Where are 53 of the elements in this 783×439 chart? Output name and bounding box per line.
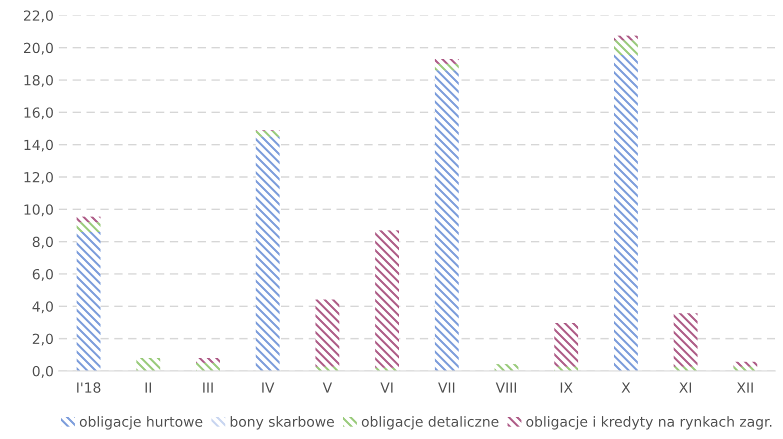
- legend-label: bony skarbowe: [230, 416, 334, 430]
- bar: [434, 64, 459, 70]
- y-tick-label: 10,0: [24, 204, 53, 216]
- bar: [76, 222, 101, 232]
- y-tick-label: 14,0: [24, 140, 53, 152]
- bar: [614, 40, 638, 55]
- bar: [494, 364, 518, 371]
- bar: [733, 362, 758, 367]
- x-tick-label: VII: [438, 382, 454, 393]
- bar: [76, 216, 101, 222]
- bar: [674, 313, 698, 367]
- x-tick-label: II: [146, 382, 152, 393]
- bar: [136, 358, 160, 371]
- bar: [614, 54, 638, 371]
- y-tick-label: 2,0: [32, 334, 53, 346]
- x-tick-label: VIII: [496, 382, 516, 393]
- bar: [554, 366, 578, 371]
- y-tick-label: 20,0: [24, 42, 53, 55]
- bar: [733, 366, 758, 371]
- legend-label: obligacje i kredyty na rynkach zagr.: [526, 416, 772, 430]
- x-tick-label: IV: [262, 382, 274, 393]
- y-tick-label: 8,0: [32, 236, 53, 249]
- y-tick-label: 6,0: [32, 268, 53, 281]
- x-tick-label: I'18: [77, 382, 100, 393]
- x-tick-label: X: [622, 382, 630, 393]
- x-tick-label: XI: [679, 382, 692, 393]
- y-tick-label: 12,0: [24, 172, 53, 184]
- x-tick-label: XII: [736, 382, 753, 393]
- bar: [196, 362, 220, 371]
- bar: [674, 366, 698, 371]
- x-tick-label: VI: [380, 382, 393, 393]
- x-tick-label: V: [322, 382, 332, 393]
- bar: [315, 366, 340, 371]
- bar: [614, 36, 638, 40]
- bar: [375, 230, 400, 368]
- legend-label: obligacje detaliczne: [362, 416, 498, 430]
- y-tick-label: 4,0: [32, 301, 53, 314]
- x-tick-label: IX: [560, 382, 573, 393]
- bar: [76, 232, 101, 371]
- x-tick-label: III: [203, 382, 213, 393]
- bar: [256, 136, 280, 371]
- bar: [375, 368, 400, 371]
- bar: [196, 358, 220, 363]
- y-tick-label: 18,0: [24, 74, 53, 87]
- y-tick-label: 0,0: [32, 366, 53, 378]
- y-tick-label: 16,0: [24, 107, 53, 120]
- y-tick-label: 22,0: [24, 10, 53, 22]
- bar: [554, 322, 578, 367]
- legend-label: obligacje hurtowe: [80, 416, 202, 430]
- bar: [315, 300, 340, 367]
- bar: [256, 130, 280, 137]
- bar: [434, 59, 459, 64]
- bar: [434, 70, 459, 371]
